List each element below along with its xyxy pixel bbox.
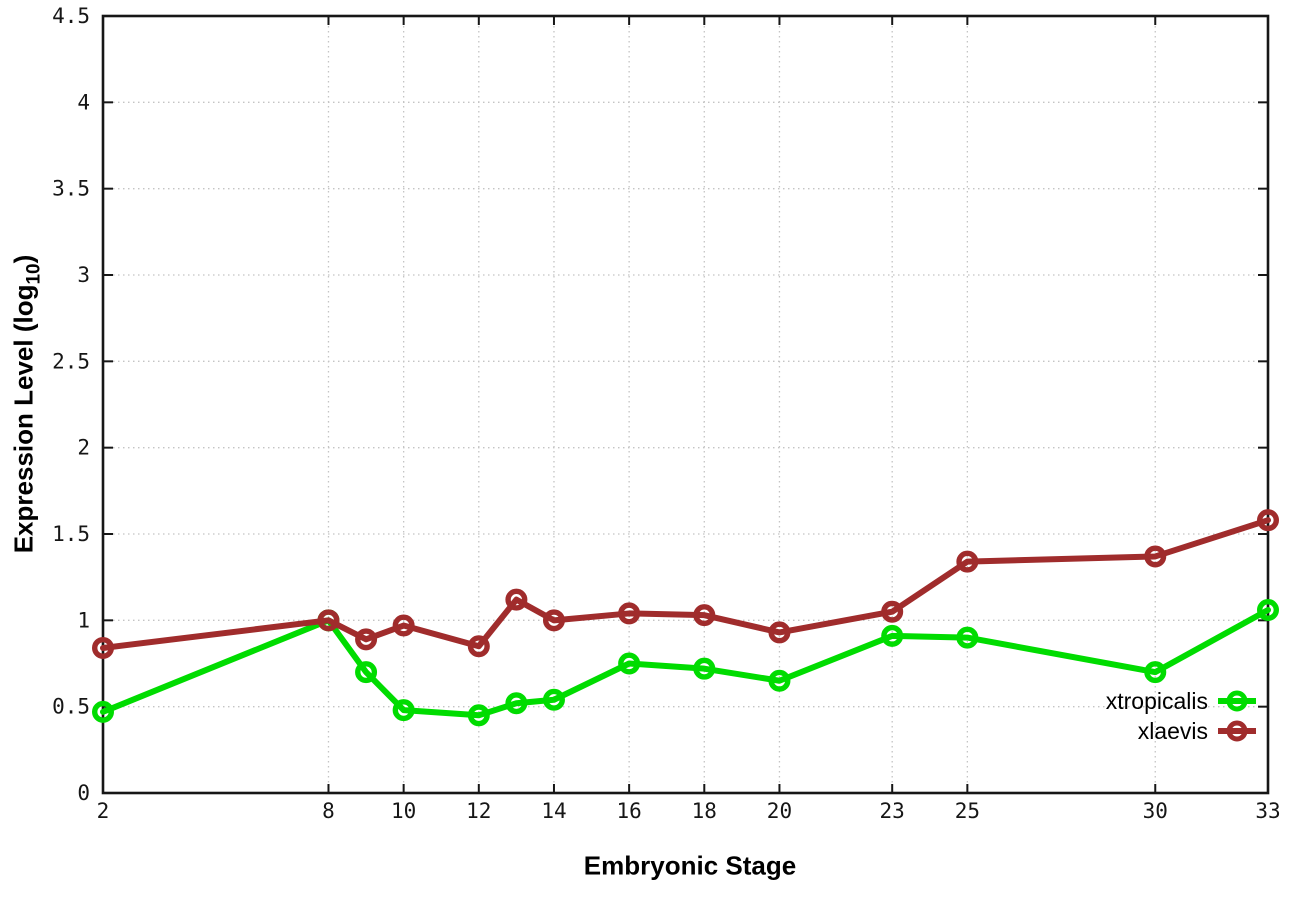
x-tick-label: 18 <box>692 799 717 823</box>
x-tick-label: 20 <box>767 799 792 823</box>
x-tick-label: 30 <box>1143 799 1168 823</box>
data-point-xlaevis[interactable] <box>505 588 528 611</box>
data-point-xtropicalis[interactable] <box>355 661 378 684</box>
y-tick-label: 2.5 <box>52 349 90 373</box>
x-tick-label: 12 <box>466 799 491 823</box>
data-point-xtropicalis[interactable] <box>1256 598 1279 621</box>
legend-point-sample <box>1226 690 1248 712</box>
y-tick-label: 0.5 <box>52 695 90 719</box>
y-tick-label: 4.5 <box>52 4 90 28</box>
y-axis-title-text: Expression Level (log <box>8 284 39 554</box>
data-point-xtropicalis[interactable] <box>467 704 490 727</box>
data-point-xlaevis[interactable] <box>392 614 415 637</box>
plot-border <box>101 14 1270 795</box>
data-point-xlaevis[interactable] <box>693 604 716 627</box>
data-point-xtropicalis[interactable] <box>392 699 415 722</box>
legend-item-xtropicalis[interactable]: xtropicalis <box>1106 686 1256 716</box>
data-point-xlaevis[interactable] <box>542 609 565 632</box>
data-point-xlaevis[interactable] <box>956 550 979 573</box>
x-tick-label: 10 <box>391 799 416 823</box>
y-axis-title: Expression Level (log10) <box>9 255 46 554</box>
y-tick-label: 1 <box>77 608 90 632</box>
x-tick-label: 2 <box>97 799 110 823</box>
y-tick-label: 0 <box>77 781 90 805</box>
y-axis-title-subscript: 10 <box>23 263 45 285</box>
data-point-xtropicalis[interactable] <box>91 700 114 723</box>
data-point-xlaevis[interactable] <box>768 621 791 644</box>
y-tick-label: 1.5 <box>52 522 90 546</box>
legend: xtropicalis xlaevis <box>1106 686 1256 746</box>
legend-point-sample <box>1226 720 1248 742</box>
data-point-xtropicalis[interactable] <box>768 669 791 692</box>
data-point-xlaevis[interactable] <box>618 602 641 625</box>
x-tick-label: 25 <box>955 799 980 823</box>
legend-label-xtropicalis: xtropicalis <box>1105 687 1208 714</box>
x-tick-label: 23 <box>880 799 905 823</box>
x-tick-label: 16 <box>616 799 641 823</box>
data-point-xlaevis[interactable] <box>91 636 114 659</box>
x-tick-label: 8 <box>322 799 335 823</box>
data-point-xlaevis[interactable] <box>881 600 904 623</box>
data-point-xlaevis[interactable] <box>1256 509 1279 532</box>
data-point-xtropicalis[interactable] <box>618 652 641 675</box>
data-point-xtropicalis[interactable] <box>542 688 565 711</box>
data-point-xlaevis[interactable] <box>467 635 490 658</box>
data-point-xtropicalis[interactable] <box>693 657 716 680</box>
data-point-xlaevis[interactable] <box>317 609 340 632</box>
legend-marker-xtropicalis-icon <box>1218 688 1256 714</box>
y-tick-label: 3.5 <box>52 177 90 201</box>
legend-item-xlaevis[interactable]: xlaevis <box>1138 716 1256 746</box>
legend-label-xlaevis: xlaevis <box>1137 717 1208 744</box>
data-point-xlaevis[interactable] <box>1144 545 1167 568</box>
x-axis-title: Embryonic Stage <box>583 850 797 881</box>
data-point-xtropicalis[interactable] <box>1144 661 1167 684</box>
series-line-xlaevis <box>100 517 1271 651</box>
data-point-xlaevis[interactable] <box>355 628 378 651</box>
data-point-xtropicalis[interactable] <box>505 692 528 715</box>
data-point-xtropicalis[interactable] <box>881 624 904 647</box>
y-tick-label: 4 <box>77 90 90 114</box>
y-tick-label: 3 <box>77 263 90 287</box>
x-tick-label: 33 <box>1255 799 1280 823</box>
y-axis-title-suffix: ) <box>8 254 39 264</box>
y-tick-label: 2 <box>77 436 90 460</box>
legend-marker-xlaevis-icon <box>1218 718 1256 744</box>
data-point-xtropicalis[interactable] <box>956 626 979 649</box>
x-tick-label: 14 <box>541 799 566 823</box>
